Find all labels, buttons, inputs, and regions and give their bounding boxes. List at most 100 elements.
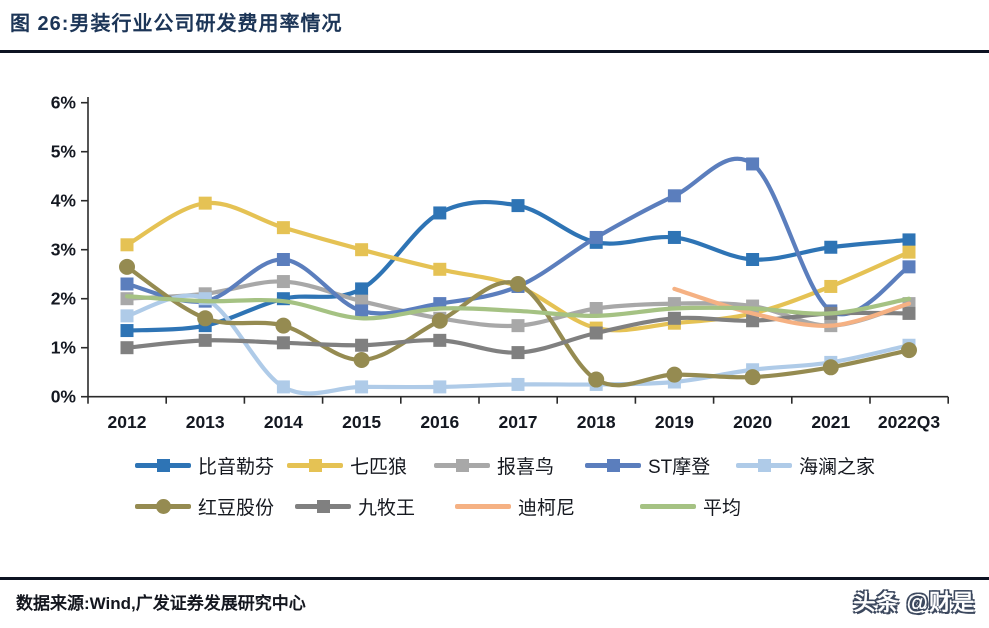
data-source-note: 数据来源:Wind,广发证券发展研究中心 xyxy=(16,594,306,613)
legend-swatch-icon xyxy=(287,457,343,473)
series-marker-3 xyxy=(120,277,134,291)
legend-swatch-icon xyxy=(434,457,490,473)
series-marker-6 xyxy=(511,346,525,360)
series-marker-2 xyxy=(276,275,290,289)
series-marker-6 xyxy=(120,341,134,355)
x-tick-label: 2013 xyxy=(186,412,225,432)
series-marker-5 xyxy=(588,371,605,388)
series-marker-1 xyxy=(276,221,290,235)
x-tick-label: 2015 xyxy=(342,412,381,432)
legend-label: 七匹狼 xyxy=(350,456,408,478)
series-marker-3 xyxy=(667,189,681,203)
y-tick-label: 4% xyxy=(51,191,77,211)
series-marker-5 xyxy=(666,366,683,383)
series-marker-1 xyxy=(902,245,916,259)
legend-label: 迪柯尼 xyxy=(518,497,576,519)
legend-swatch-icon xyxy=(295,498,351,514)
legend-label: 平均 xyxy=(703,497,742,519)
legend-item-7: 迪柯尼 xyxy=(455,494,576,519)
x-tick-label: 2018 xyxy=(577,412,616,432)
figure-title: 图 26:男装行业公司研发费用率情况 xyxy=(10,13,343,35)
legend-swatch-icon xyxy=(135,457,191,473)
title-divider xyxy=(0,50,989,53)
series-marker-6 xyxy=(276,336,290,350)
x-tick-label: 2021 xyxy=(811,412,850,432)
series-marker-5 xyxy=(119,258,135,275)
legend-item-0: 比音勒芬 xyxy=(135,453,274,478)
series-marker-3 xyxy=(355,304,369,318)
series-marker-5 xyxy=(510,276,526,292)
series-marker-6 xyxy=(902,306,916,320)
legend-label: 海澜之家 xyxy=(799,456,876,478)
x-tick-label: 2019 xyxy=(655,412,694,432)
series-marker-5 xyxy=(901,342,917,359)
series-marker-1 xyxy=(355,243,369,257)
line-chart: 0% 1% 2% 3% 4% 5% 6% 2012 2013 2014 2015 2016 2017 20… xyxy=(51,93,950,432)
x-tick-label: 2016 xyxy=(420,412,459,432)
series-marker-6 xyxy=(667,311,681,325)
x-tick-label: 2017 xyxy=(499,412,538,432)
series-marker-4 xyxy=(433,380,447,394)
series-marker-0 xyxy=(355,282,369,296)
legend-swatch-icon xyxy=(585,457,641,473)
series-marker-1 xyxy=(433,262,447,276)
x-tick-label: 2020 xyxy=(733,412,772,432)
x-tick-label: 2012 xyxy=(108,412,147,432)
series-marker-0 xyxy=(902,233,916,247)
series-marker-4 xyxy=(355,380,369,394)
footer-divider xyxy=(0,577,989,580)
legend-swatch-icon xyxy=(736,457,792,473)
series-marker-3 xyxy=(902,260,916,274)
series-marker-1 xyxy=(198,196,212,210)
series-marker-0 xyxy=(433,206,447,220)
y-tick-label: 2% xyxy=(51,289,77,309)
series-marker-3 xyxy=(589,230,603,244)
legend-item-4: 海澜之家 xyxy=(736,453,876,478)
series-marker-5 xyxy=(744,369,761,386)
legend-swatch-icon xyxy=(640,498,696,514)
series-marker-1 xyxy=(824,279,838,293)
y-tick-label: 5% xyxy=(51,142,77,162)
series-marker-6 xyxy=(589,326,603,340)
series-line-4 xyxy=(124,293,912,396)
legend-label: 报喜鸟 xyxy=(497,456,555,478)
series-marker-5 xyxy=(197,310,214,327)
series-marker-0 xyxy=(667,230,681,244)
legend-item-1: 七匹狼 xyxy=(287,453,408,478)
series-line-7 xyxy=(672,286,912,328)
series-marker-6 xyxy=(746,314,760,328)
series-marker-1 xyxy=(120,238,134,252)
series-marker-5 xyxy=(822,359,839,376)
series-marker-3 xyxy=(276,253,290,266)
series-marker-0 xyxy=(746,253,760,266)
series-marker-4 xyxy=(276,380,290,394)
legend-label: ST摩登 xyxy=(648,456,711,478)
series-marker-6 xyxy=(433,333,447,347)
y-tick-label: 1% xyxy=(51,338,77,358)
legend-item-6: 九牧王 xyxy=(295,494,415,519)
series-marker-4 xyxy=(511,377,525,391)
legend-label: 红豆股份 xyxy=(198,497,275,519)
series-marker-2 xyxy=(120,292,134,306)
series-marker-0 xyxy=(824,240,838,254)
x-tick-label: 2014 xyxy=(264,412,303,432)
legend-swatch-icon xyxy=(135,498,191,514)
series-marker-2 xyxy=(511,319,525,333)
y-tick-label: 3% xyxy=(51,240,77,260)
series-marker-3 xyxy=(746,157,760,171)
y-tick-label: 0% xyxy=(51,387,77,407)
legend-item-3: ST摩登 xyxy=(585,453,711,478)
series-marker-2 xyxy=(589,302,603,315)
series-marker-6 xyxy=(198,333,212,347)
series-marker-4 xyxy=(120,309,134,323)
x-tick-label: 2022Q3 xyxy=(878,412,941,432)
series-marker-0 xyxy=(120,324,134,338)
legend-item-5: 红豆股份 xyxy=(135,494,275,519)
y-tick-label: 6% xyxy=(51,93,77,113)
series-marker-6 xyxy=(355,338,369,352)
legend-item-2: 报喜鸟 xyxy=(434,453,555,478)
series-line-3 xyxy=(124,156,912,317)
series-marker-5 xyxy=(353,351,370,368)
series-line-8 xyxy=(124,294,912,321)
